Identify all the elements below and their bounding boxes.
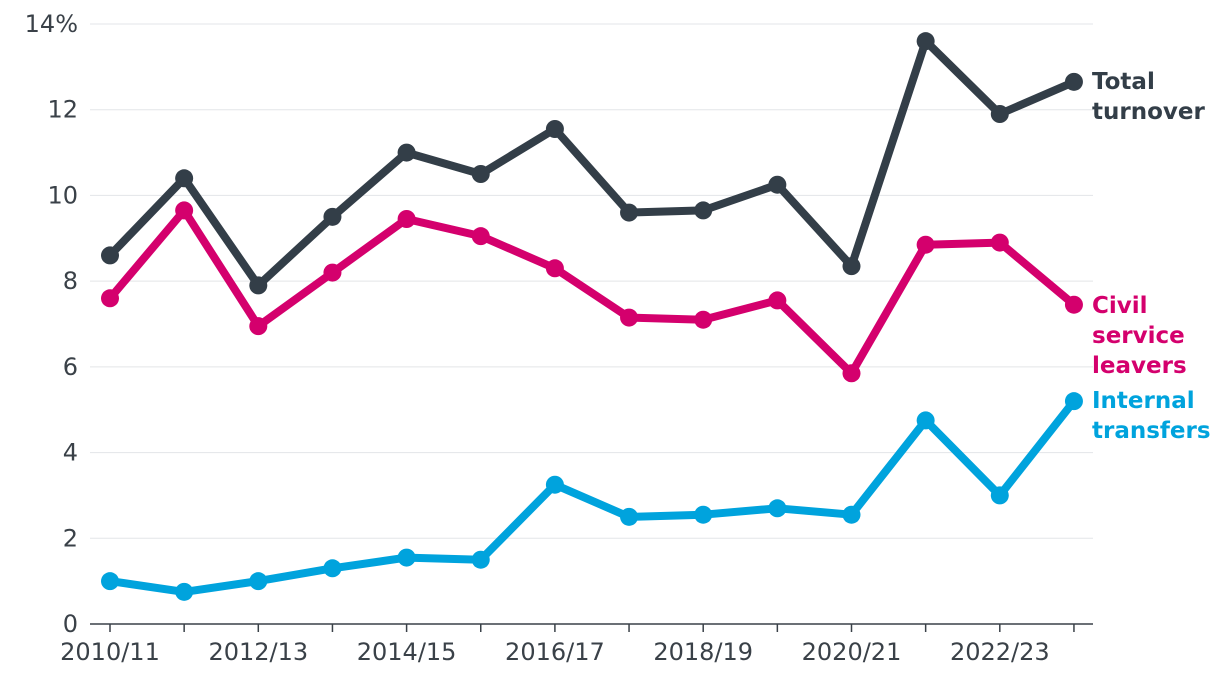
y-tick-label: 4: [63, 439, 78, 467]
x-tick-label: 2010/11: [60, 638, 160, 666]
series-label-transfers: Internal transfers: [1092, 388, 1211, 444]
x-tick-label: 2018/19: [653, 638, 753, 666]
data-point: [620, 203, 639, 222]
data-point: [1064, 72, 1083, 91]
data-point: [768, 499, 787, 518]
series-transfers: [101, 392, 1083, 601]
data-point: [471, 165, 490, 183]
series-line-leavers: [106, 206, 1078, 378]
data-point: [1064, 295, 1083, 314]
data-point: [471, 550, 490, 569]
series-group: [101, 32, 1083, 601]
data-point: [175, 582, 194, 601]
data-point: [916, 235, 935, 254]
data-point: [323, 263, 342, 282]
series-label-line: Total: [1092, 69, 1155, 95]
series-label-line: transfers: [1092, 418, 1211, 444]
y-tick-label: 6: [63, 353, 78, 381]
series-label-line: service: [1092, 323, 1185, 349]
data-point: [768, 291, 787, 310]
series-label-line: Civil: [1092, 293, 1148, 319]
data-point: [842, 505, 861, 524]
y-tick-label: 8: [63, 267, 78, 295]
data-point: [842, 364, 861, 383]
data-point: [990, 233, 1009, 252]
data-point: [694, 505, 713, 524]
series-label-total: Total turnover: [1092, 69, 1205, 125]
data-point: [175, 201, 194, 220]
data-point: [249, 572, 268, 591]
y-tick-label: 2: [63, 524, 78, 552]
data-point: [471, 227, 490, 246]
y-tick-label: 12: [47, 96, 78, 124]
data-point: [397, 210, 416, 228]
y-tick-label: 0: [63, 610, 78, 638]
x-tick-label: 2012/13: [208, 638, 308, 666]
data-point: [249, 317, 268, 336]
series-line-total: [106, 37, 1078, 290]
data-point: [916, 411, 935, 430]
x-axis: 2010/11 2012/13 2014/15 2016/17 2018/19 2020/…: [60, 623, 1093, 666]
data-point: [397, 143, 416, 162]
series-total: [101, 32, 1083, 295]
series-labels: Total turnover Civil service leavers Internal…: [1092, 69, 1211, 444]
series-label-leavers: Civil service leavers: [1092, 293, 1187, 379]
data-point: [990, 486, 1009, 505]
data-point: [101, 246, 119, 265]
series-label-line: Internal: [1092, 388, 1195, 414]
data-point: [545, 259, 564, 278]
series-leavers: [101, 201, 1083, 383]
x-tick-label: 2016/17: [505, 638, 605, 666]
data-point: [916, 32, 935, 51]
x-tick-label: 2020/21: [802, 638, 902, 666]
data-point: [694, 201, 713, 220]
data-point: [323, 207, 342, 226]
data-point: [101, 572, 119, 591]
data-point: [768, 175, 787, 194]
data-point: [990, 105, 1009, 123]
x-tick-label: 2022/23: [950, 638, 1050, 666]
data-point: [545, 475, 564, 494]
data-point: [397, 548, 416, 567]
x-tick-label: 2014/15: [357, 638, 457, 666]
data-point: [323, 559, 342, 578]
data-point: [694, 310, 713, 329]
data-point: [1064, 392, 1083, 411]
data-point: [545, 120, 564, 138]
y-tick-label: 10: [47, 181, 78, 209]
data-point: [249, 276, 268, 295]
gridlines: [90, 23, 1093, 539]
series-line-transfers: [106, 397, 1078, 596]
series-label-line: leavers: [1092, 353, 1187, 379]
y-tick-label: 14%: [25, 10, 78, 38]
y-axis: 0 2 4 6 8 10 12 14%: [25, 10, 78, 638]
data-point: [842, 257, 861, 276]
data-point: [620, 507, 639, 526]
data-point: [175, 169, 194, 188]
data-point: [620, 308, 639, 327]
series-label-line: turnover: [1092, 99, 1205, 125]
data-point: [101, 289, 119, 308]
